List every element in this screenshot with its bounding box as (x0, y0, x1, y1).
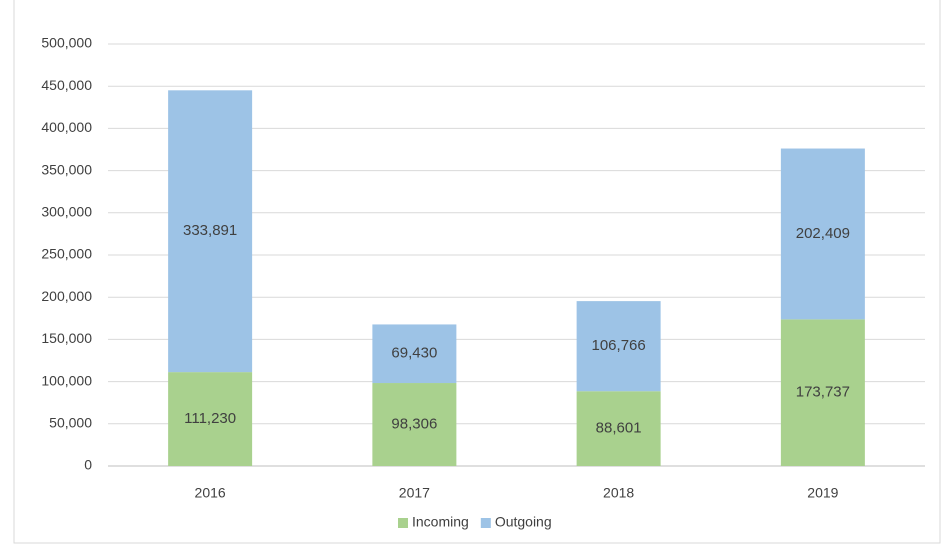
y-tick-label: 100,000 (41, 372, 92, 388)
data-label: 202,409 (796, 225, 850, 242)
bar-segment (168, 372, 253, 466)
x-tick-label: 2016 (195, 485, 226, 501)
legend-label: Incoming (412, 514, 469, 530)
data-label: 111,230 (184, 410, 236, 427)
data-label: 333,891 (183, 222, 237, 239)
data-label: 98,306 (391, 415, 437, 432)
data-label: 88,601 (596, 420, 642, 437)
y-tick-label: 500,000 (41, 35, 92, 51)
x-tick-label: 2018 (603, 485, 634, 501)
bar-segment (576, 301, 661, 392)
y-tick-label: 250,000 (41, 246, 92, 262)
y-tick-label: 450,000 (41, 77, 92, 93)
bar-segment (780, 148, 865, 320)
bar-segment (576, 391, 661, 466)
y-tick-label: 400,000 (41, 119, 92, 135)
bar-segment (168, 90, 253, 373)
y-tick-label: 150,000 (41, 330, 92, 346)
legend-label: Outgoing (495, 514, 552, 530)
data-label: 173,737 (796, 384, 850, 401)
y-tick-label: 50,000 (49, 415, 92, 431)
y-tick-label: 200,000 (41, 288, 92, 304)
y-tick-label: 300,000 (41, 204, 92, 220)
data-label: 69,430 (391, 345, 437, 362)
legend-swatch (398, 518, 408, 528)
bar-segment (372, 324, 457, 384)
y-tick-label: 0 (84, 457, 92, 473)
data-label: 106,766 (592, 337, 646, 354)
x-tick-label: 2019 (807, 485, 838, 501)
bar-segment (372, 383, 457, 466)
x-tick-label: 2017 (399, 485, 430, 501)
bar-segment (780, 319, 865, 466)
legend-swatch (480, 518, 491, 528)
y-tick-label: 350,000 (41, 161, 92, 177)
